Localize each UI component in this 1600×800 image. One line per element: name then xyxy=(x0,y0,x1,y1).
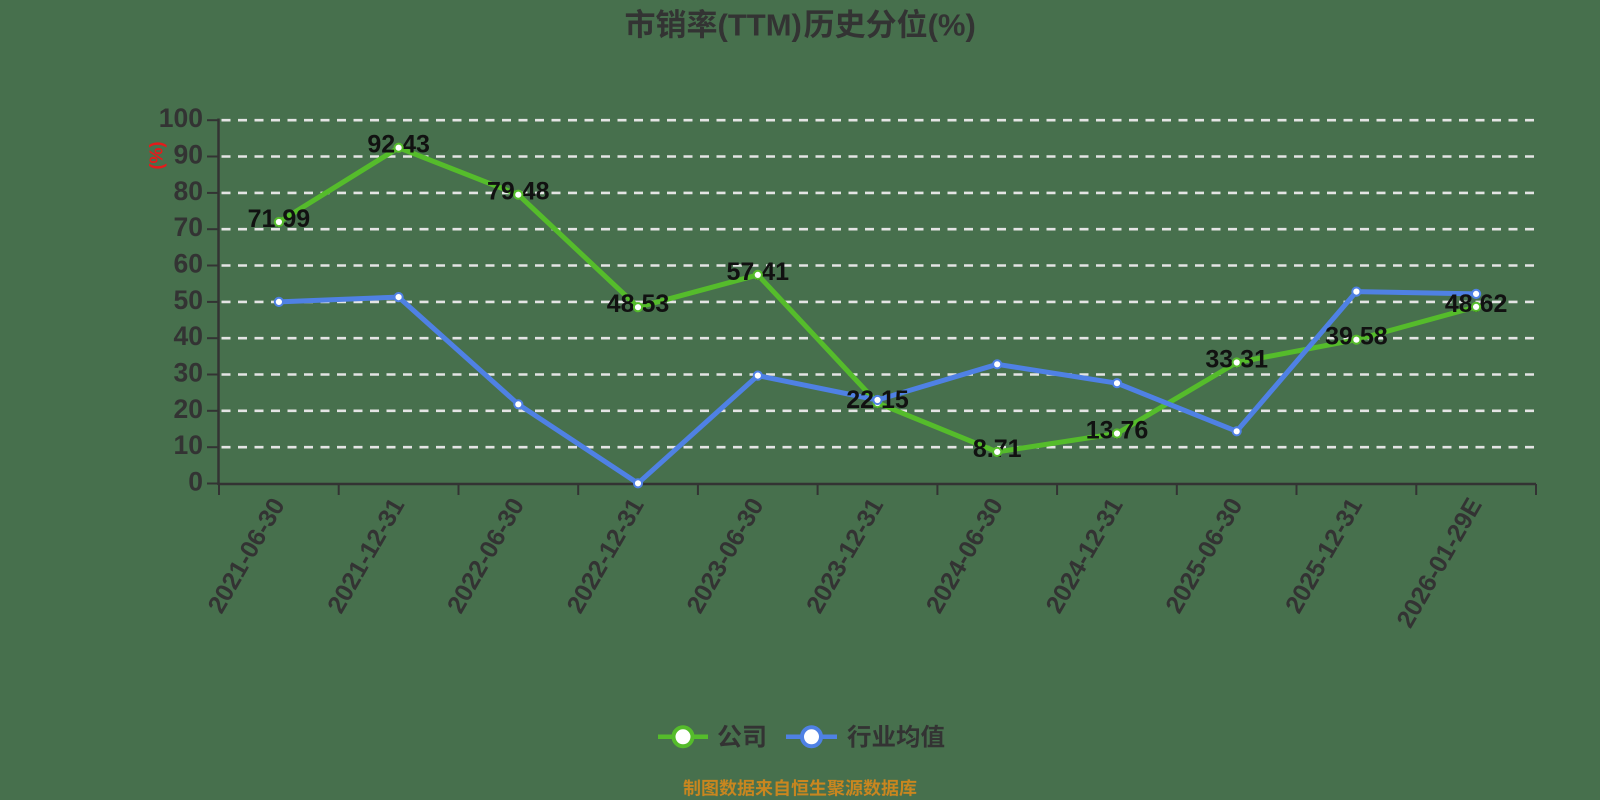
svg-text:50: 50 xyxy=(174,285,203,315)
svg-text:100: 100 xyxy=(159,103,203,133)
svg-text:90: 90 xyxy=(174,140,203,170)
svg-text:70: 70 xyxy=(174,212,203,242)
svg-text:10: 10 xyxy=(174,430,203,460)
svg-text:30: 30 xyxy=(174,358,203,388)
svg-text:(%): (%) xyxy=(147,142,167,170)
svg-text:(%): (%) xyxy=(928,8,976,43)
svg-text:60: 60 xyxy=(174,249,203,279)
svg-text:(TTM): (TTM) xyxy=(718,8,802,43)
svg-text:20: 20 xyxy=(174,394,203,424)
svg-text:40: 40 xyxy=(174,321,203,351)
svg-text:80: 80 xyxy=(174,176,203,206)
svg-text:0: 0 xyxy=(188,467,203,497)
